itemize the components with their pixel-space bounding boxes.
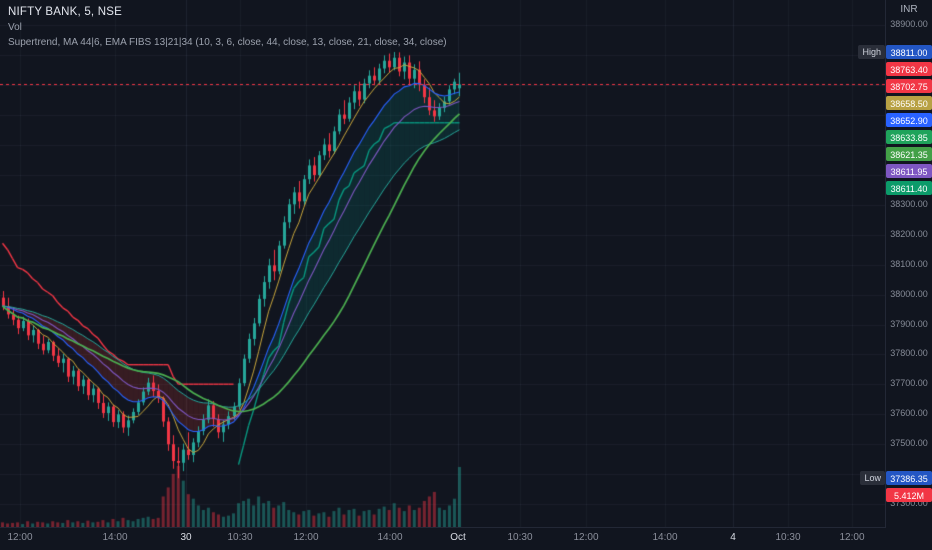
time-axis-label: 10:30 [507, 532, 533, 543]
ma44-value-label: 38633.85 [886, 130, 932, 145]
time-axis-label: 14:00 [377, 532, 403, 543]
volume-value-label: 5.412M [886, 488, 932, 503]
time-axis-label: 10:30 [227, 532, 253, 543]
low-price-label: 37386.35 Low [860, 471, 932, 486]
price-axis-tick: 37900.00 [890, 318, 928, 329]
last-price-label: 38702.75 [886, 79, 932, 94]
price-axis-tick: 37600.00 [890, 408, 928, 419]
currency-label: INR [900, 4, 918, 15]
ema13-value-label: 38652.90 [886, 113, 932, 128]
volume-value-label-text: 5.412M [893, 491, 925, 502]
time-axis[interactable]: 12:00 14:00 30 10:30 12:00 14:00 Oct 10:30 12:00… [0, 527, 886, 550]
high-price-label-text: 38811.00 [890, 48, 928, 59]
time-axis-label: 14:00 [102, 532, 128, 543]
price-axis[interactable]: INR 38900.00 38300.00 38200.00 38100.00 3800… [858, 0, 932, 550]
low-price-label-text: 37386.35 [890, 474, 928, 485]
time-axis-day-label: 30 [180, 532, 192, 543]
supertrend-value-label: 38763.40 [886, 62, 932, 77]
price-axis-tick: 38000.00 [890, 288, 928, 299]
price-axis-tick: 37300.00 [890, 498, 928, 509]
supertrend-stop-value-label-text: 38611.40 [890, 184, 928, 195]
price-axis-tick: 38300.00 [890, 198, 928, 209]
time-axis-label: 10:30 [775, 532, 801, 543]
price-axis-tick: 37700.00 [890, 378, 928, 389]
ema21-value-label-text: 38621.35 [890, 150, 928, 161]
supertrend-stop-value-label: 38611.40 [886, 181, 932, 196]
ema21-value-label: 38621.35 [886, 147, 932, 162]
ma44-value-label-text: 38633.85 [890, 133, 928, 144]
ema34-value-label-text: 38611.95 [890, 167, 928, 178]
price-axis-tick: 38100.00 [890, 258, 928, 269]
high-price-label: 38811.00 High [858, 45, 932, 60]
ma6-value-label-text: 38658.50 [890, 99, 928, 110]
ma6-value-label: 38658.50 [886, 96, 932, 111]
time-axis-label: 12:00 [839, 532, 865, 543]
time-axis-day-label: Oct [450, 532, 466, 543]
last-price-label-text: 38702.75 [890, 82, 928, 93]
candlestick-chart-canvas[interactable] [0, 0, 886, 528]
ema34-value-label: 38611.95 [886, 164, 932, 179]
price-axis-tick: 37800.00 [890, 348, 928, 359]
price-axis-tick: 37500.00 [890, 438, 928, 449]
price-axis-tick: 38900.00 [890, 19, 928, 30]
low-price-label-prefix: Low [860, 471, 885, 486]
high-price-label-prefix: High [858, 45, 885, 60]
time-axis-label: 14:00 [652, 532, 678, 543]
time-axis-day-label: 4 [730, 532, 736, 543]
price-axis-tick: 38200.00 [890, 228, 928, 239]
ema13-value-label-text: 38652.90 [890, 116, 928, 127]
time-axis-label: 12:00 [573, 532, 599, 543]
supertrend-value-label-text: 38763.40 [890, 65, 928, 76]
time-axis-label: 12:00 [293, 532, 319, 543]
time-axis-label: 12:00 [7, 532, 33, 543]
